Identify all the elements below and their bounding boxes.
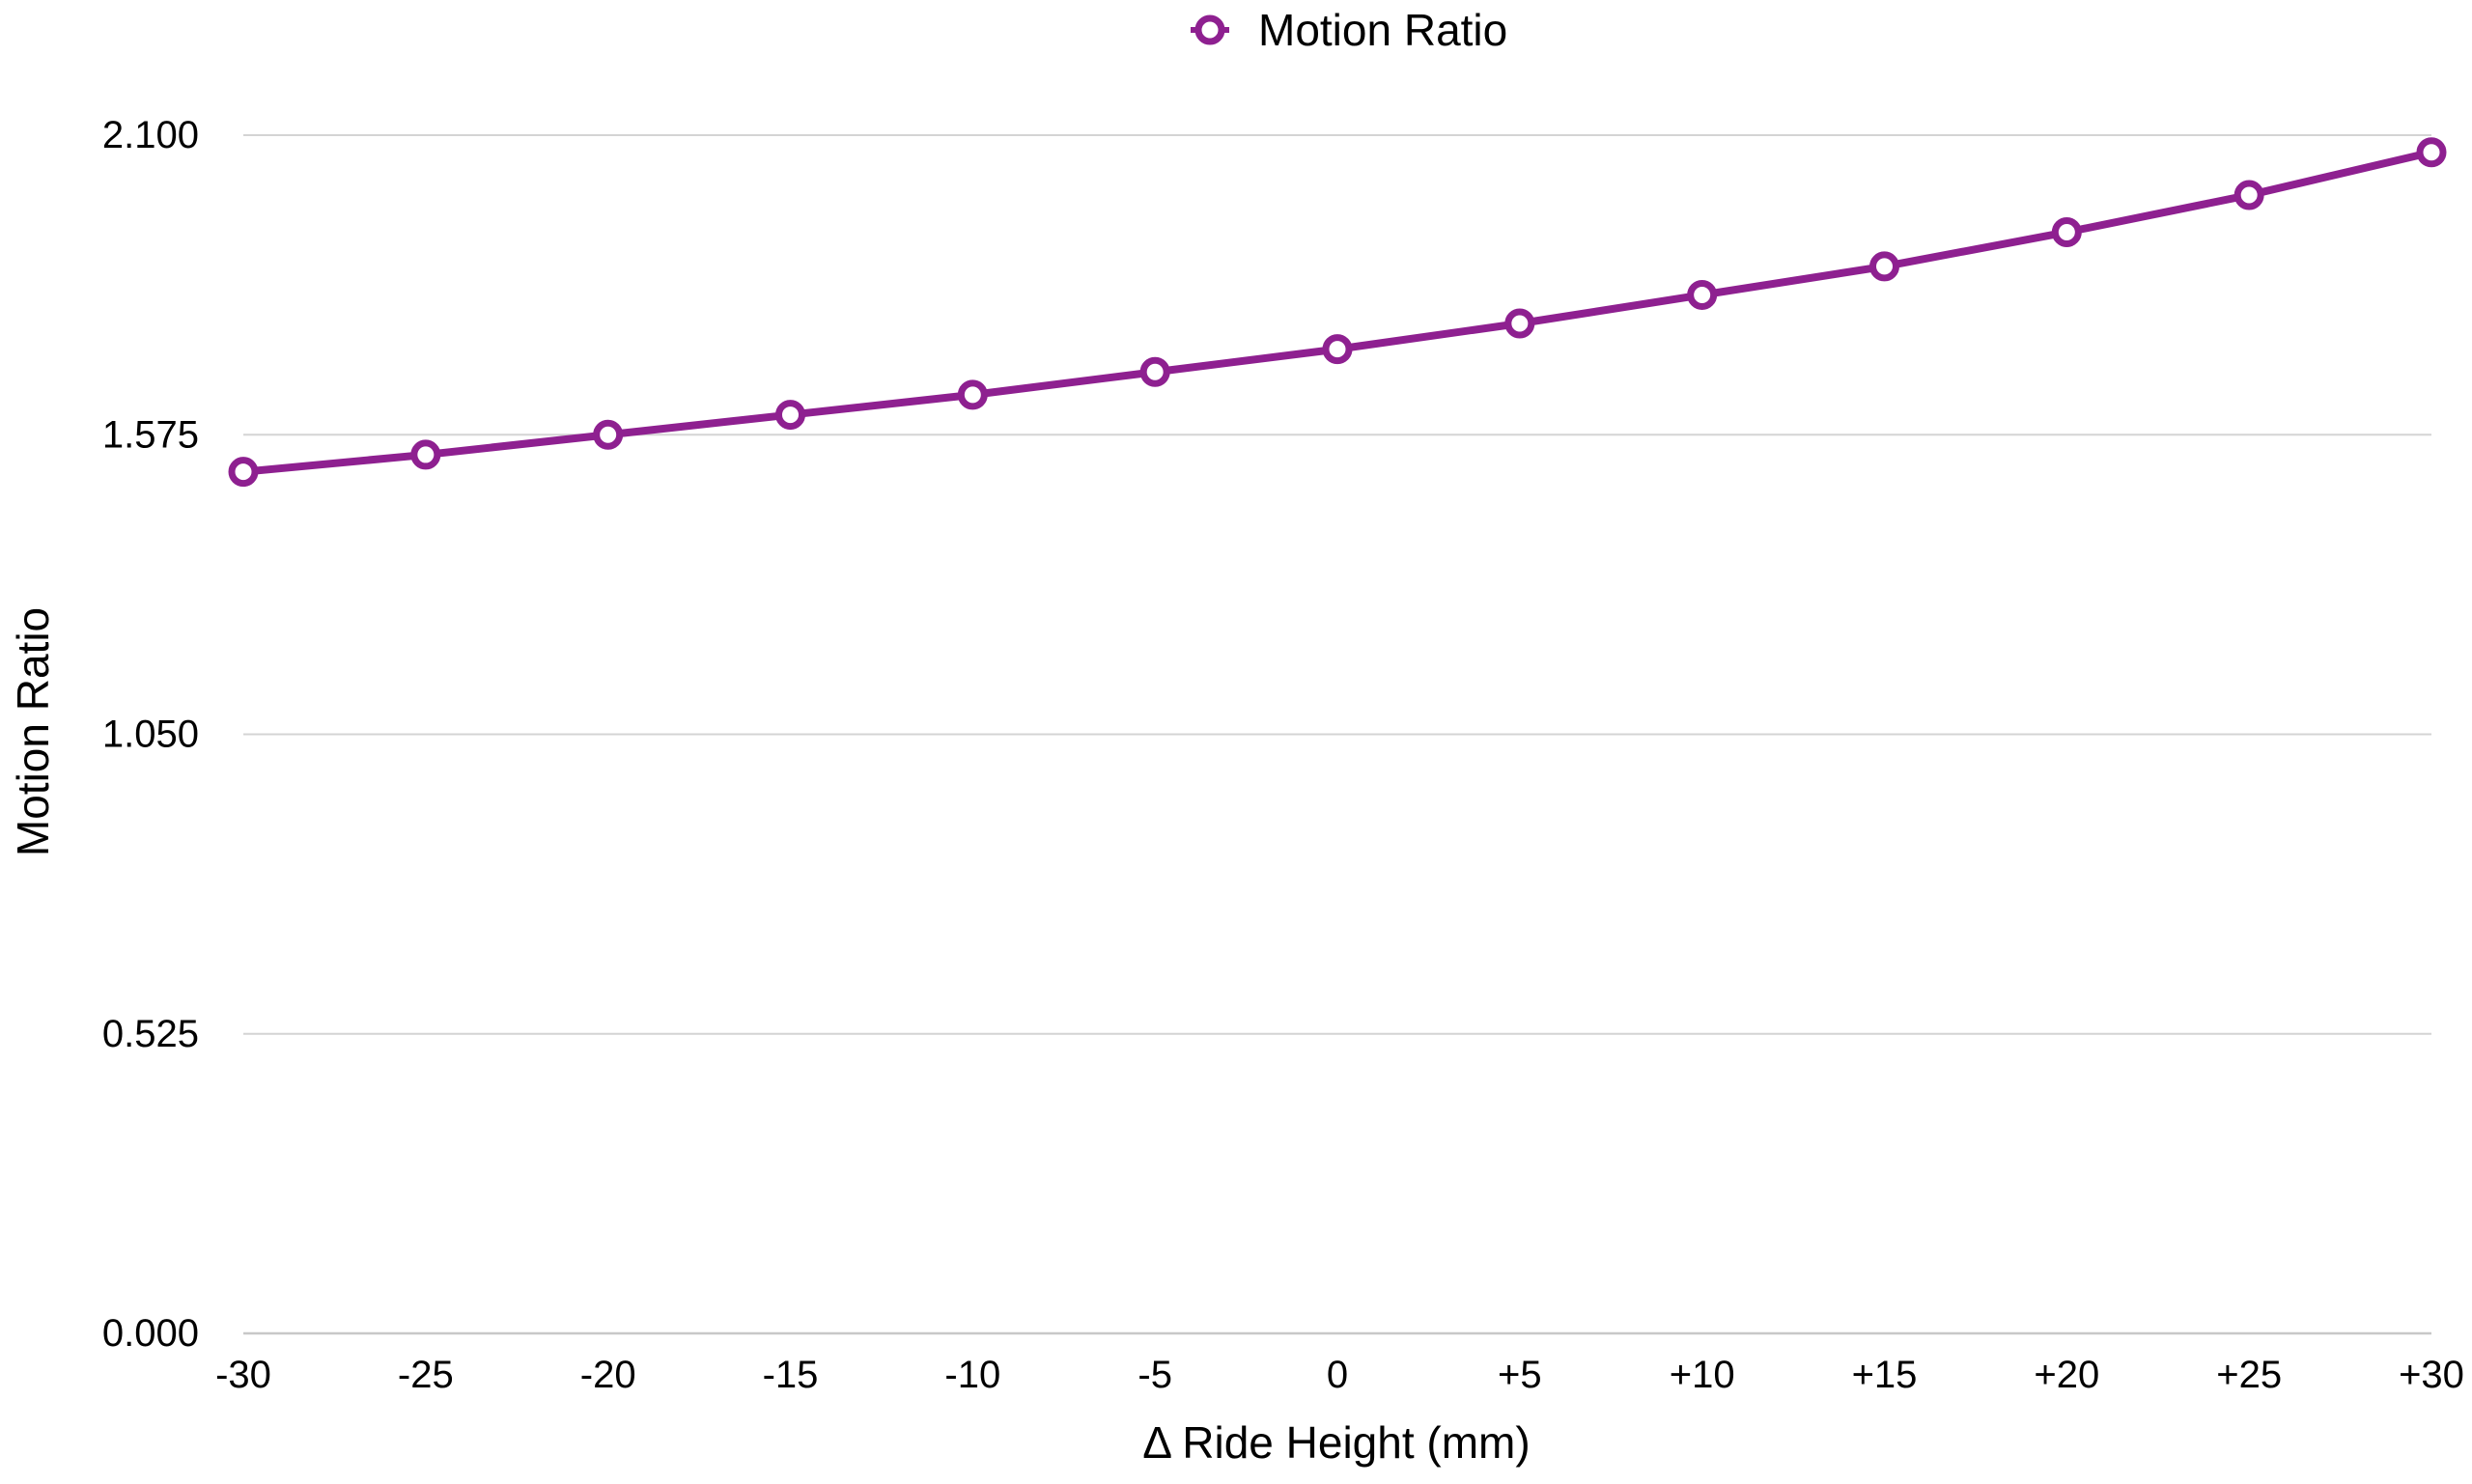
- series-layer: [228, 137, 2447, 488]
- data-point-marker[interactable]: [593, 419, 624, 450]
- data-point-marker[interactable]: [2051, 216, 2082, 247]
- x-tick-label: -10: [944, 1354, 1000, 1396]
- x-tick-label: -5: [1138, 1354, 1172, 1396]
- x-tick-label: -25: [398, 1354, 454, 1396]
- data-point-marker[interactable]: [1322, 334, 1353, 365]
- x-tick-label: +10: [1670, 1354, 1735, 1396]
- x-tick-label: -15: [763, 1354, 819, 1396]
- y-tick-label: 1.050: [102, 714, 199, 756]
- data-point-marker[interactable]: [1687, 279, 1718, 310]
- y-tick-label: 0.525: [102, 1013, 199, 1055]
- legend[interactable]: Motion Ratio: [1191, 5, 1507, 55]
- y-tick-label: 0.000: [102, 1312, 199, 1355]
- y-axis-title: Motion Ratio: [8, 607, 58, 856]
- y-tick-label: 2.100: [102, 114, 199, 156]
- data-point-marker[interactable]: [957, 379, 988, 410]
- x-tick-label: +20: [2034, 1354, 2099, 1396]
- data-point-marker[interactable]: [1139, 356, 1170, 387]
- legend-marker-icon: [1194, 14, 1225, 45]
- x-axis-title: Δ Ride Height (mm): [1142, 1417, 1530, 1468]
- series-line-motion-ratio: [239, 148, 2435, 476]
- x-tick-label: +30: [2399, 1354, 2464, 1396]
- y-tick-label: 1.575: [102, 413, 199, 456]
- data-point-marker[interactable]: [2233, 180, 2264, 210]
- x-tick-label: +5: [1498, 1354, 1542, 1396]
- x-tick-label: +25: [2216, 1354, 2282, 1396]
- x-tick-label: -30: [215, 1354, 271, 1396]
- x-axis-tick-labels: -30 -25 -20 -15 -10 -5 0 +5 +10 +15 +20 +25 +30: [215, 1354, 2464, 1396]
- data-point-marker[interactable]: [1869, 251, 1899, 282]
- x-tick-label: -20: [580, 1354, 636, 1396]
- data-point-marker[interactable]: [775, 400, 805, 431]
- data-point-marker[interactable]: [228, 457, 259, 488]
- x-tick-label: 0: [1327, 1354, 1348, 1396]
- grid-lines: [243, 134, 2431, 1335]
- data-point-marker[interactable]: [2416, 137, 2447, 168]
- x-tick-label: +15: [1852, 1354, 1918, 1396]
- y-axis-tick-labels: 0.000 0.525 1.050 1.575 2.100: [102, 114, 199, 1355]
- data-point-marker[interactable]: [1504, 308, 1535, 339]
- legend-label-motion-ratio: Motion Ratio: [1258, 5, 1507, 55]
- data-point-marker[interactable]: [410, 439, 441, 470]
